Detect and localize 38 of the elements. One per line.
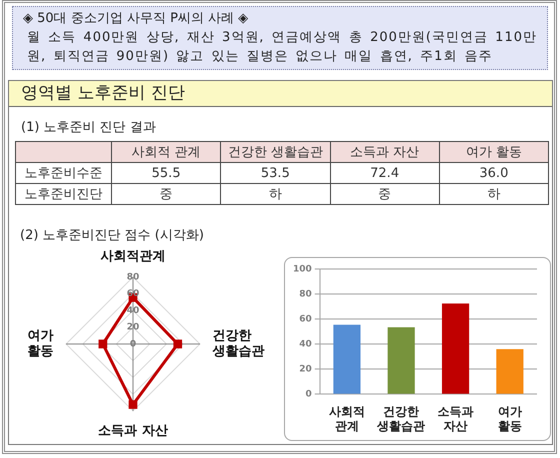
- chart-title: 영역별 노후준비 진단: [9, 81, 552, 107]
- y-tick-label: 60: [126, 289, 140, 300]
- y-tick-label: 100: [292, 264, 312, 274]
- data-label: 72.4: [330, 162, 440, 184]
- x-tick-label: 여가 활동: [498, 404, 522, 433]
- x-tick-label: 소득과 자산: [438, 404, 474, 433]
- data-label: 53.5: [220, 162, 330, 184]
- data-label: 55.5: [112, 162, 221, 184]
- y-tick-label: 60: [299, 314, 312, 324]
- x-tick-label: 건강한 생활습관: [376, 404, 426, 433]
- text: 하: [487, 187, 500, 202]
- bar: [388, 327, 415, 394]
- chart-subtitle: (1) 노후준비 진단 결과: [21, 119, 157, 137]
- text: 중: [160, 187, 173, 202]
- text: 하: [268, 187, 282, 202]
- y-tick-label: 80: [126, 272, 140, 282]
- text: 월 소득 400만원 상당, 재산 3억원, 연금예상액 총 200만원(국민연금 110만원, 퇴직연금 90만원) 앓고 있는 질병은 없으나 매일 흡연, 주1회 음주: [26, 29, 537, 66]
- x-tick-label: 사회적 관계: [112, 142, 221, 162]
- y-tick-label: 0: [306, 390, 312, 400]
- spoke-label: 사회적관계: [100, 249, 166, 264]
- y-tick-label: 노후준비진단: [16, 184, 112, 204]
- chart-title: (2) 노후준비진단 점수 (시각화): [19, 227, 205, 245]
- bar: [496, 349, 524, 394]
- y-tick-label: 20: [299, 364, 312, 375]
- y-tick-label: 노후준비수준: [16, 162, 112, 184]
- y-tick-label: 80: [299, 289, 312, 300]
- text: ◈ 50대 중소기업 사무직 P씨의 사례 ◈: [23, 10, 250, 28]
- bar: [442, 304, 470, 394]
- text: 중: [378, 187, 392, 202]
- x-tick-label: 여가 활동: [439, 142, 548, 162]
- x-tick-label: 건강한 생활습관: [220, 142, 330, 162]
- bar: [333, 324, 361, 394]
- x-tick-label: 소득과 자산: [330, 142, 440, 162]
- data-label: 36.0: [439, 162, 548, 184]
- spoke-label: 여가 활동: [28, 328, 54, 360]
- y-tick-label: 40: [299, 339, 312, 350]
- spoke-label: 건강한 생활습관: [211, 328, 264, 360]
- x-tick-label: 사회적 관계: [328, 404, 365, 433]
